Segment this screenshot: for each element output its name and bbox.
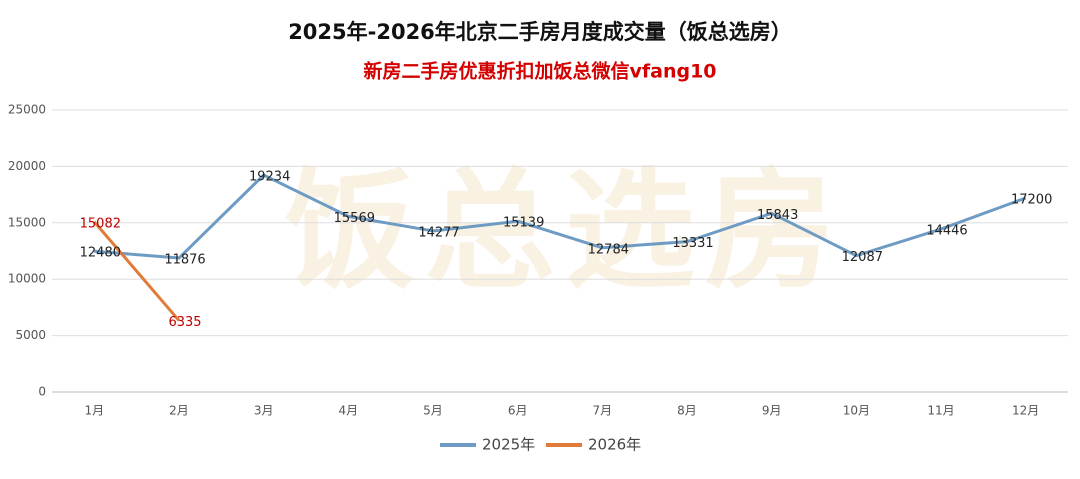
y-tick-label: 10000 [8, 272, 46, 286]
x-tick-label: 9月 [762, 404, 782, 418]
x-tick-label: 7月 [593, 404, 613, 418]
data-label: 11876 [164, 253, 205, 268]
data-label: 13331 [672, 236, 713, 251]
y-tick-label: 15000 [8, 215, 46, 229]
data-label: 12087 [842, 250, 883, 265]
chart-subtitle: 新房二手房优惠折扣加饭总微信vfang10 [363, 60, 716, 83]
data-label: 6335 [168, 315, 201, 330]
x-tick-label: 1月 [85, 404, 105, 418]
x-tick-label: 4月 [339, 404, 359, 418]
legend-label: 2025年 [482, 436, 535, 454]
series-line [93, 220, 181, 322]
y-tick-label: 20000 [8, 159, 46, 173]
data-label: 14277 [418, 225, 459, 240]
x-tick-label: 11月 [927, 404, 954, 418]
data-label: 15569 [334, 211, 375, 226]
data-label: 12480 [80, 246, 121, 261]
y-tick-label: 25000 [8, 103, 46, 117]
chart-title: 2025年-2026年北京二手房月度成交量（饭总选房） [288, 20, 792, 44]
data-label: 15843 [757, 208, 798, 223]
x-tick-label: 10月 [843, 404, 870, 418]
data-label: 14446 [926, 224, 967, 239]
series-line [94, 173, 1027, 260]
x-tick-label: 5月 [423, 404, 443, 418]
x-tick-label: 8月 [677, 404, 697, 418]
watermark: 饭总选房 [285, 155, 845, 307]
data-label: 15139 [503, 216, 544, 231]
data-label: 12784 [588, 242, 629, 257]
data-label: 19234 [249, 170, 290, 185]
data-label: 17200 [1011, 192, 1052, 207]
x-tick-label: 12月 [1012, 404, 1039, 418]
y-tick-label: 0 [38, 385, 46, 399]
x-tick-label: 2月 [169, 404, 189, 418]
data-label: 15082 [80, 216, 121, 231]
legend-label: 2026年 [588, 436, 641, 454]
x-tick-label: 3月 [254, 404, 274, 418]
x-tick-label: 6月 [508, 404, 528, 418]
y-tick-label: 5000 [15, 328, 46, 342]
